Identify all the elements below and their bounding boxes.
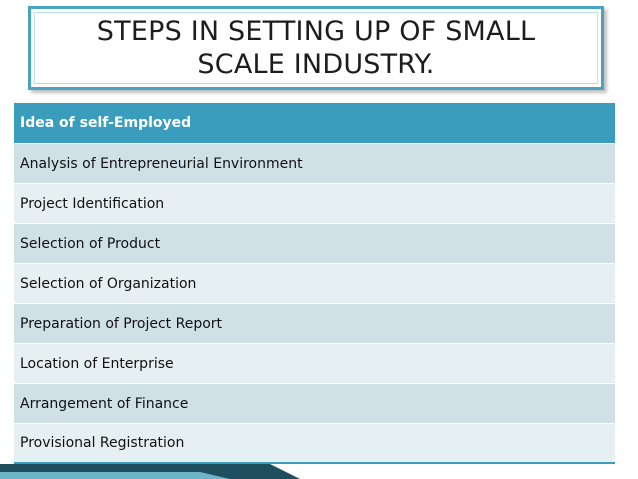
table-row: Project Identification	[14, 184, 615, 224]
slide-title-box: STEPS IN SETTING UP OF SMALL SCALE INDUS…	[28, 6, 604, 90]
table-row: Analysis of Entrepreneurial Environment	[14, 144, 615, 184]
slide-title: STEPS IN SETTING UP OF SMALL SCALE INDUS…	[96, 16, 536, 80]
table-row: Provisional Registration	[14, 424, 615, 464]
table-row: Location of Enterprise	[14, 344, 615, 384]
steps-table: Idea of self-Employed Analysis of Entrep…	[14, 103, 615, 464]
table-row: Arrangement of Finance	[14, 384, 615, 424]
title-inner-border	[34, 12, 598, 84]
table-header: Idea of self-Employed	[14, 103, 615, 144]
table-row: Selection of Product	[14, 224, 615, 264]
table-row: Preparation of Project Report	[14, 304, 615, 344]
decorative-wedge	[0, 464, 300, 479]
table-row: Selection of Organization	[14, 264, 615, 304]
wedge-light	[0, 472, 230, 479]
